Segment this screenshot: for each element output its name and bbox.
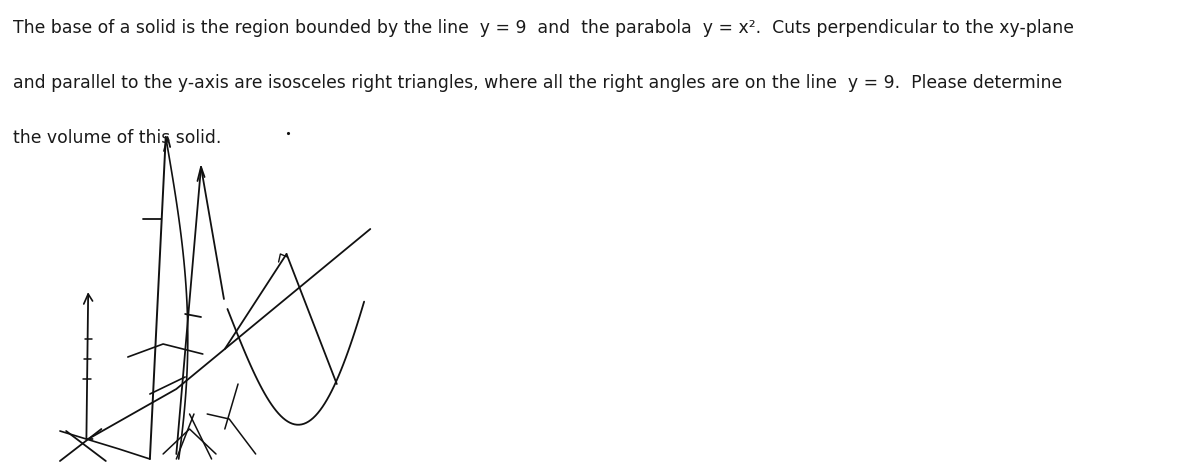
Text: and parallel to the y-axis are isosceles right triangles, where all the right an: and parallel to the y-axis are isosceles…: [13, 74, 1062, 92]
Text: The base of a solid is the region bounded by the line  y = 9  and  the parabola : The base of a solid is the region bounde…: [13, 19, 1074, 37]
Text: the volume of this solid.: the volume of this solid.: [13, 129, 221, 147]
